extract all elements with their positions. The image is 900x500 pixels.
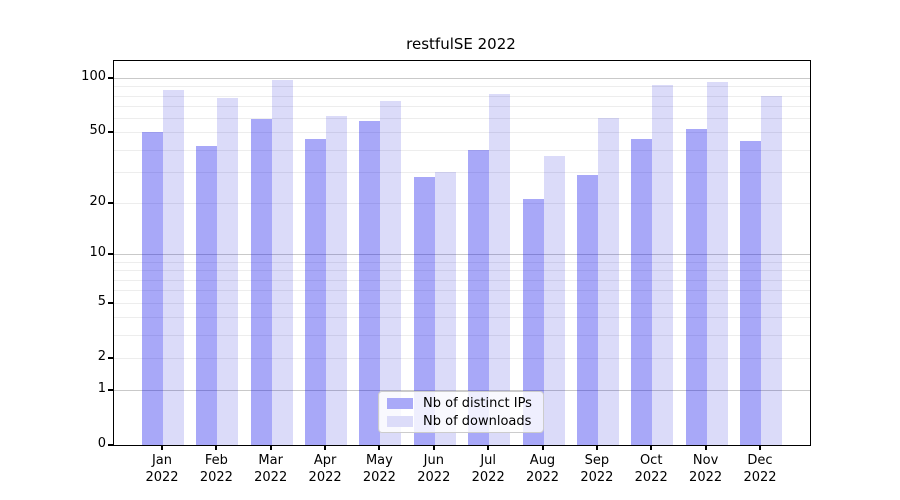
x-tick-mark-oct [650, 445, 653, 450]
y-tick-label-2: 2 [97, 348, 106, 364]
y-tick-label-0: 0 [97, 436, 106, 451]
gridline-70 [114, 106, 810, 107]
x-axis-label-mar: Mar 2022 [254, 453, 288, 485]
bar-jan-distinct-ips [142, 132, 163, 445]
y-tick-label-50: 50 [89, 123, 106, 139]
x-tick-mark-aug [541, 445, 544, 450]
x-tick-mark-may [378, 445, 381, 450]
y-tick-mark-0 [108, 444, 114, 446]
gridline-6 [114, 290, 810, 292]
x-tick-mark-jul [487, 445, 490, 450]
bar-jan-downloads [163, 89, 184, 445]
gridline-9 [114, 261, 810, 263]
gridline-8 [114, 270, 810, 272]
gridline-60 [114, 118, 810, 120]
y-tick-label-20: 20 [89, 193, 106, 209]
x-tick-mark-jan [161, 445, 163, 450]
x-tick-mark-nov [704, 445, 707, 450]
legend-swatch-downloads [387, 415, 413, 427]
bar-jul-downloads [489, 93, 511, 445]
x-tick-mark-apr [324, 445, 327, 450]
gridline-100 [114, 78, 810, 79]
y-tick-label-10: 10 [89, 245, 106, 261]
y-tick-label-1: 1 [97, 380, 106, 396]
y-tick-mark-20 [108, 201, 114, 204]
x-axis-label-sep: Sep 2022 [580, 453, 614, 485]
bar-sep-distinct-ips [576, 174, 598, 445]
x-axis-label-oct: Oct 2022 [634, 453, 668, 485]
legend-swatch-distinct-ips [387, 397, 413, 409]
gridline-1 [114, 389, 810, 391]
gridline-30 [114, 171, 810, 173]
bar-feb-distinct-ips [196, 145, 218, 445]
gridline-3 [114, 334, 810, 336]
bar-oct-downloads [652, 85, 674, 445]
x-tick-mark-mar [269, 445, 272, 450]
y-tick-label-5: 5 [97, 293, 106, 309]
legend-item-downloads: Nb of downloads [387, 414, 543, 429]
y-tick-mark-2 [108, 356, 114, 359]
bar-feb-downloads [217, 97, 239, 445]
legend-item-distinct-ips: Nb of distinct IPs [387, 396, 543, 411]
x-tick-mark-jun [432, 445, 435, 450]
bar-jul-distinct-ips [468, 149, 490, 445]
bar-aug-distinct-ips [522, 199, 544, 445]
gridline-40 [114, 149, 810, 151]
y-tick-mark-50 [108, 131, 114, 134]
legend: Nb of distinct IPs Nb of downloads [378, 391, 544, 433]
x-axis-label-nov: Nov 2022 [689, 453, 723, 485]
gridline-7 [114, 279, 810, 281]
bar-aug-downloads [543, 155, 565, 445]
x-axis-label-feb: Feb 2022 [199, 453, 233, 485]
bar-dec-downloads [761, 95, 782, 445]
bar-apr-downloads [326, 115, 348, 445]
gridline-50 [114, 132, 810, 134]
chart-title: restfulSE 2022 [406, 35, 516, 53]
x-axis-label-jan: Jan 2022 [145, 453, 179, 485]
gridline-5 [114, 302, 810, 304]
x-axis-label-jul: Jul 2022 [471, 453, 505, 485]
gridline-80 [114, 95, 810, 97]
bar-dec-distinct-ips [740, 140, 761, 445]
gridline-4 [114, 317, 810, 318]
bar-apr-distinct-ips [305, 138, 327, 445]
x-axis-label-dec: Dec 2022 [743, 453, 777, 485]
bar-jun-downloads [434, 171, 456, 445]
x-tick-mark-sep [595, 445, 598, 450]
y-tick-mark-5 [108, 301, 114, 304]
x-axis-label-jun: Jun 2022 [417, 453, 451, 485]
x-axis-label-aug: Aug 2022 [525, 453, 560, 485]
x-tick-mark-feb [215, 445, 218, 450]
bar-mar-downloads [271, 80, 293, 445]
plot-area [113, 60, 811, 446]
gridline-90 [114, 86, 810, 88]
legend-label-distinct-ips: Nb of distinct IPs [423, 395, 532, 411]
y-tick-label-100: 100 [81, 69, 106, 84]
gridline-2 [114, 357, 810, 359]
bar-nov-distinct-ips [685, 129, 707, 445]
bar-jun-distinct-ips [413, 177, 435, 445]
bar-sep-downloads [597, 118, 619, 445]
x-tick-mark-dec [759, 445, 761, 450]
x-axis-label-may: May 2022 [362, 453, 396, 485]
bar-may-distinct-ips [359, 120, 381, 445]
gridline-10 [114, 254, 810, 256]
y-tick-mark-10 [108, 253, 114, 256]
y-tick-mark-1 [108, 388, 114, 391]
y-tick-mark-100 [108, 77, 114, 79]
legend-label-downloads: Nb of downloads [423, 413, 532, 429]
x-axis-label-apr: Apr 2022 [308, 453, 342, 485]
gridline-20 [114, 202, 810, 204]
bar-may-downloads [380, 100, 402, 445]
bar-nov-downloads [706, 82, 728, 445]
bar-mar-distinct-ips [250, 119, 272, 445]
bar-oct-distinct-ips [631, 138, 653, 445]
